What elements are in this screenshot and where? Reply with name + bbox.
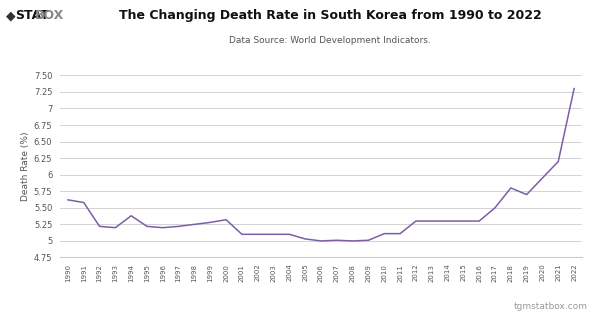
Text: STAT: STAT (15, 9, 49, 22)
Text: tgmstatbox.com: tgmstatbox.com (514, 302, 588, 311)
Text: BOX: BOX (35, 9, 64, 22)
Text: Data Source: World Development Indicators.: Data Source: World Development Indicator… (229, 36, 431, 45)
Text: ◆: ◆ (6, 9, 20, 22)
Y-axis label: Death Rate (%): Death Rate (%) (20, 132, 29, 201)
Text: The Changing Death Rate in South Korea from 1990 to 2022: The Changing Death Rate in South Korea f… (119, 9, 541, 22)
